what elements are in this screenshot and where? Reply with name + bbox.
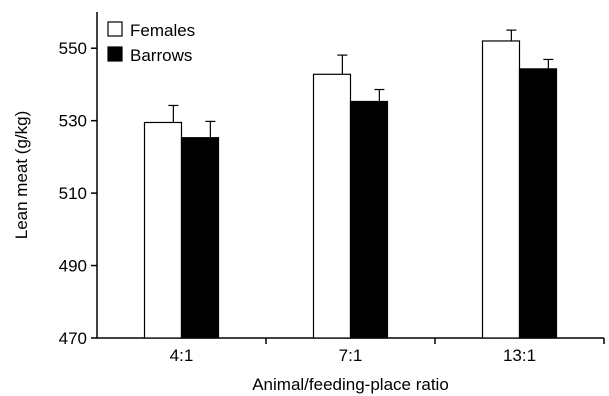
x-axis-title: Animal/feeding-place ratio — [252, 375, 449, 394]
bars — [143, 40, 558, 339]
bar-females-7-1 — [312, 73, 352, 339]
bar-females-4-1 — [143, 121, 183, 339]
y-tick-label: 510 — [59, 184, 87, 203]
legend: Females Barrows — [107, 21, 195, 65]
x-tick-label: 4:1 — [170, 346, 194, 365]
legend-label-females: Females — [130, 21, 195, 40]
y-tick-label: 530 — [59, 112, 87, 131]
y-tick-label: 550 — [59, 39, 87, 58]
legend-swatch-barrows — [107, 46, 123, 62]
y-ticks: 470 490 510 530 550 — [59, 39, 97, 348]
legend-swatch-females — [107, 21, 123, 37]
x-ticks: 4:1 7:1 13:1 — [170, 338, 605, 365]
bar-barrows-4-1 — [180, 137, 220, 339]
y-axis-title: Lean meat (g/kg) — [12, 111, 31, 240]
bar-barrows-13-1 — [518, 68, 558, 339]
bar-females-13-1 — [481, 40, 521, 339]
error-bars — [168, 29, 554, 138]
x-tick-label: 13:1 — [503, 346, 536, 365]
legend-label-barrows: Barrows — [130, 46, 192, 65]
x-tick-label: 7:1 — [339, 346, 363, 365]
y-tick-label: 490 — [59, 257, 87, 276]
bar-barrows-7-1 — [349, 100, 389, 339]
y-tick-label: 470 — [59, 329, 87, 348]
